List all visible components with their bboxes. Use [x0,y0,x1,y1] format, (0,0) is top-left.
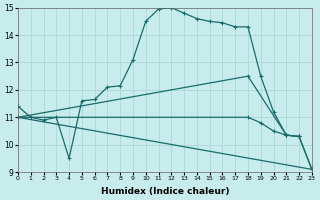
X-axis label: Humidex (Indice chaleur): Humidex (Indice chaleur) [101,187,229,196]
